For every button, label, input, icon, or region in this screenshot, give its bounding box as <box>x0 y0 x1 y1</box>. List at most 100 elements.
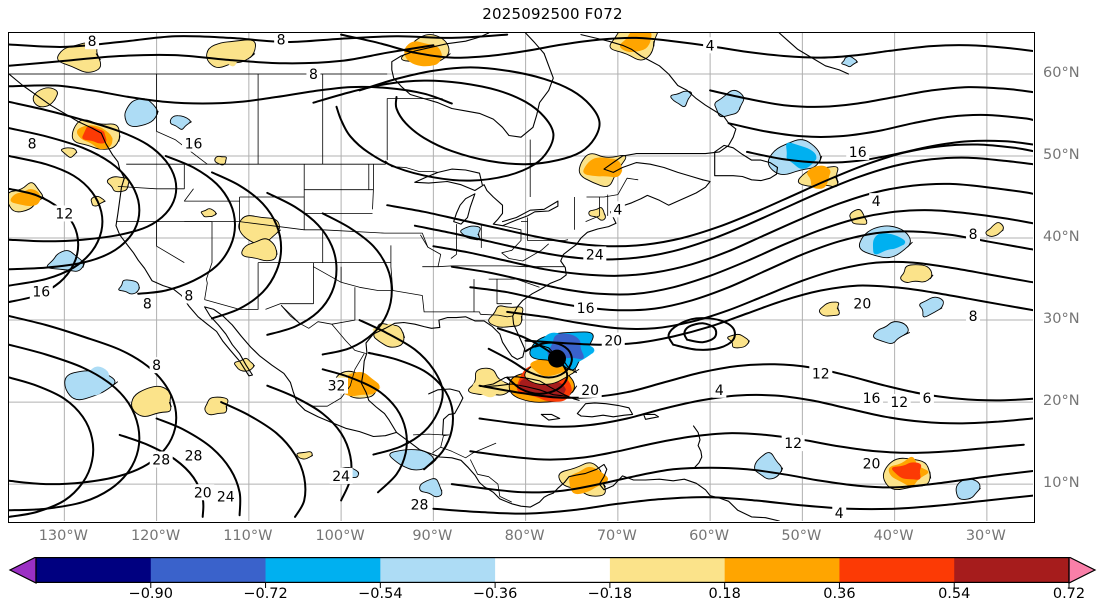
contour-label: 16 <box>185 137 203 153</box>
contour-label-halo <box>919 389 934 406</box>
map-plot-area[interactable]: 8 8 8 8 16 12 16 8 8 8 28 28 20 24 32 24 28 4 4 24 16 20 20 4 16… <box>8 32 1035 523</box>
colorbar-extend-max[interactable] <box>1068 557 1097 584</box>
contour-label: 8 <box>88 34 97 50</box>
anomaly-patch <box>872 233 908 255</box>
colorbar-segment[interactable] <box>495 557 611 583</box>
colorbar-segment[interactable] <box>954 557 1070 583</box>
colorbar-tick-label: 0.18 <box>708 586 741 602</box>
contour-line <box>487 341 573 379</box>
anomaly-patch <box>46 250 86 272</box>
contour-line <box>9 84 453 105</box>
colorbar-segment[interactable] <box>609 557 726 583</box>
anomaly-patch <box>419 478 443 498</box>
political-border <box>331 323 368 355</box>
political-border <box>450 224 457 259</box>
political-border <box>469 459 499 485</box>
contour-label-halo <box>887 394 911 411</box>
coastline <box>414 180 559 227</box>
contour-label-halo <box>712 381 727 398</box>
contour-line <box>450 209 1033 296</box>
colorbar-tick-label: −0.72 <box>243 586 288 602</box>
contour-label: 28 <box>152 452 170 468</box>
colorbar-segment[interactable] <box>265 557 381 583</box>
political-border <box>586 177 639 198</box>
colorbar[interactable] <box>8 557 1097 588</box>
colorbar-segment[interactable] <box>150 557 266 583</box>
storm-marker-layer[interactable] <box>547 349 566 368</box>
contour-label-halo <box>781 435 805 452</box>
contour-line <box>683 322 718 344</box>
lat-tick-label: 40°N <box>1043 229 1080 246</box>
contour-line <box>709 86 1033 108</box>
lat-tick-label: 60°N <box>1043 65 1080 81</box>
contour-label-halo <box>610 201 625 218</box>
contour-label-halo <box>832 504 847 521</box>
contour-label-halo <box>408 496 432 513</box>
colorbar-segment[interactable] <box>36 557 152 583</box>
contour-label: 16 <box>32 284 50 300</box>
contour-label-halo <box>182 447 206 464</box>
colorbar-graphic[interactable] <box>8 557 1097 589</box>
anomaly-patch <box>32 87 58 108</box>
colorbar-tick-label: 0.72 <box>1052 586 1086 602</box>
anomaly-patch <box>588 207 606 221</box>
colorbar-tick-label: −0.54 <box>358 586 403 602</box>
anomaly-patch <box>204 396 229 416</box>
contour-line <box>321 212 393 356</box>
contour-labels-layer: 8 8 8 8 16 12 16 8 8 8 28 28 20 24 32 24 28 4 4 24 16 20 20 4 16… <box>25 33 981 521</box>
political-border <box>496 279 512 305</box>
contour-label-halo <box>149 357 164 374</box>
anomaly-patch <box>106 176 130 193</box>
contour-label-halo <box>85 33 100 50</box>
lat-tick-label: 50°N <box>1043 147 1080 164</box>
contour-label: 20 <box>581 383 599 399</box>
contour-line <box>321 368 408 494</box>
political-border <box>156 74 208 165</box>
contour-line <box>9 155 104 287</box>
contour-label: 24 <box>332 469 350 485</box>
colorbar-tick-label: 0.36 <box>823 586 856 602</box>
contour-line <box>358 66 601 166</box>
political-border <box>280 287 356 329</box>
storm-center-marker[interactable] <box>547 349 566 368</box>
contour-label: 24 <box>586 247 604 263</box>
anomaly-patch <box>530 357 572 377</box>
contour-line <box>367 351 454 471</box>
coastline <box>643 413 660 420</box>
contour-label: 12 <box>55 206 73 222</box>
colorbar-segment[interactable] <box>724 557 840 583</box>
contour-label: 4 <box>715 383 724 399</box>
lon-tick-label: 120°W <box>130 528 181 544</box>
contour-line <box>506 260 1033 331</box>
political-border <box>313 245 394 291</box>
political-border <box>501 225 522 254</box>
lon-tick-label: 90°W <box>412 528 453 544</box>
anomaly-patch <box>200 208 218 218</box>
contour-label: 4 <box>872 194 881 210</box>
colorbar-segment[interactable] <box>839 557 955 583</box>
anomaly-patch <box>900 264 934 283</box>
contour-label: 6 <box>922 391 931 407</box>
anomaly-patch <box>985 222 1004 237</box>
contour-label: 4 <box>835 506 844 521</box>
contour-line <box>340 33 1033 59</box>
anomaly-patch <box>806 165 831 189</box>
anomaly-patch <box>214 155 227 166</box>
anomaly-patch <box>955 478 981 500</box>
contour-label-halo <box>149 451 173 468</box>
political-border <box>156 221 213 280</box>
colorbar-segment[interactable] <box>380 557 496 583</box>
political-border <box>501 243 549 262</box>
colorbar-extend-min[interactable] <box>8 557 37 584</box>
contour-label-halo <box>578 381 602 398</box>
contour-label-halo <box>324 377 348 394</box>
political-border <box>183 188 240 202</box>
political-border <box>280 305 300 324</box>
political-border <box>420 234 442 267</box>
contour-line <box>358 319 444 456</box>
coastline <box>479 376 580 401</box>
contour-label: 4 <box>613 202 622 218</box>
map-graphic: 8 8 8 8 16 12 16 8 8 8 28 28 20 24 32 24 28 4 4 24 16 20 20 4 16… <box>9 33 1033 521</box>
anomaly-patch <box>241 238 278 262</box>
coastline <box>714 144 779 182</box>
